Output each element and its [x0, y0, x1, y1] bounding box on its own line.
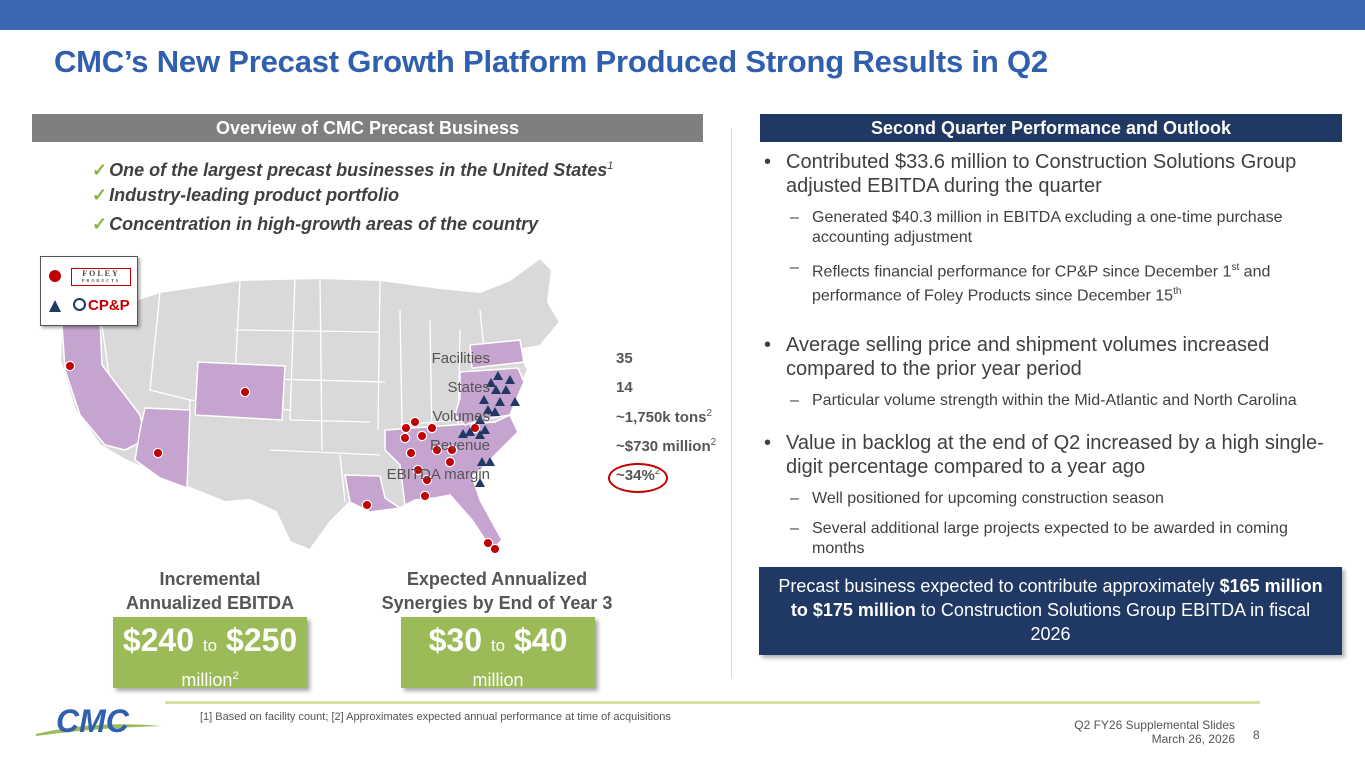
- overview-checklist: ✓ One of the largest precast businesses i…: [92, 152, 613, 239]
- foley-facility-marker: [419, 490, 431, 502]
- cpp-facility-marker: [477, 457, 487, 466]
- synergies-label: Expected Annualized Synergies by End of …: [381, 569, 613, 613]
- svg-text:CMC: CMC: [56, 703, 130, 739]
- foley-facility-marker: [421, 474, 433, 486]
- cpp-facility-marker: [475, 430, 485, 439]
- cpp-facility-marker: [458, 429, 468, 438]
- footnote: [1] Based on facility count; [2] Approxi…: [200, 711, 671, 723]
- foley-facility-marker: [239, 386, 251, 398]
- checkmark-icon: ✓: [92, 214, 108, 234]
- foley-facility-marker: [399, 432, 411, 444]
- foley-facility-marker: [446, 444, 458, 456]
- sub-bullet-item: Several additional large projects expect…: [764, 519, 1344, 559]
- bullet-item: Average selling price and shipment volum…: [764, 333, 1344, 381]
- state-louisiana: [344, 474, 403, 513]
- navy-triangle-icon: [49, 300, 61, 312]
- checklist-item: ✓ Industry-leading product portfolio: [92, 185, 400, 205]
- cpp-facility-marker: [490, 407, 500, 416]
- overview-header: Overview of CMC Precast Business: [32, 114, 703, 142]
- foley-facility-marker: [426, 422, 438, 434]
- map-legend: FOLEY PRODUCTS CP&P: [40, 256, 138, 326]
- sub-bullet-item: Particular volume strength within the Mi…: [764, 391, 1344, 411]
- performance-header: Second Quarter Performance and Outlook: [760, 114, 1342, 142]
- foley-facility-marker: [444, 456, 456, 468]
- foley-facility-marker: [431, 444, 443, 456]
- checkmark-icon: ✓: [92, 185, 108, 205]
- state-arizona: [134, 407, 191, 490]
- column-divider: [731, 128, 732, 678]
- cpp-facility-marker: [510, 397, 520, 406]
- facility-markers: [64, 360, 520, 555]
- us-facility-map: [58, 256, 562, 555]
- incremental-ebitda-box: $240 to $250 million2: [113, 617, 307, 690]
- legend-cpp: CP&P: [49, 297, 133, 319]
- cpp-facility-marker: [483, 405, 493, 414]
- cpp-facility-marker: [493, 371, 503, 380]
- foley-facility-marker: [400, 422, 412, 434]
- sub-bullet-item: Reflects financial performance for CP&P …: [764, 258, 1344, 307]
- cpp-facility-marker: [485, 457, 495, 466]
- cpp-facility-marker: [479, 395, 489, 404]
- red-dot-icon: [49, 270, 61, 282]
- checklist-item: ✓ One of the largest precast businesses i…: [92, 160, 614, 180]
- cpp-facility-marker: [505, 375, 515, 384]
- checklist-item: ✓ Concentration in high-growth areas of t…: [92, 214, 539, 234]
- outlook-callout: Precast business expected to contribute …: [759, 567, 1342, 655]
- cpp-facility-marker: [465, 427, 475, 436]
- cpp-facility-marker: [475, 415, 485, 424]
- cpp-logo: CP&P: [73, 297, 130, 314]
- foley-facility-marker: [409, 416, 421, 428]
- cpp-facility-marker: [475, 478, 485, 487]
- ebitda-highlight-circle: [608, 463, 668, 493]
- cpp-facility-marker: [495, 397, 505, 406]
- footer-rule: [165, 701, 1260, 704]
- foley-facility-marker: [482, 537, 494, 549]
- foley-facility-marker: [405, 447, 417, 459]
- cmc-logo: CMC: [36, 703, 162, 739]
- top-banner: [0, 0, 1365, 30]
- foley-facility-marker: [416, 430, 428, 442]
- highlighted-states: [61, 319, 525, 552]
- legend-foley: FOLEY PRODUCTS: [49, 266, 133, 288]
- synergies-box: $30 to $40 million: [401, 617, 595, 690]
- bullet-item: Contributed $33.6 million to Constructio…: [764, 150, 1344, 198]
- state-california: [61, 319, 146, 451]
- slide-title: CMC’s New Precast Growth Platform Produc…: [54, 44, 1048, 79]
- cpp-facility-marker: [480, 425, 490, 434]
- sub-bullet-item: Generated $40.3 million in EBITDA exclud…: [764, 208, 1344, 248]
- cpp-facility-marker: [486, 378, 496, 387]
- foley-facility-marker: [412, 464, 424, 476]
- foley-facility-marker: [64, 360, 76, 372]
- slide-info: Q2 FY26 Supplemental Slides March 26, 20…: [1074, 718, 1235, 746]
- state-pennsylvania: [469, 339, 525, 369]
- performance-bullets: Contributed $33.6 million to Constructio…: [764, 150, 1344, 559]
- foley-facility-marker: [361, 499, 373, 511]
- bullet-item: Value in backlog at the end of Q2 increa…: [764, 431, 1344, 479]
- cpp-facility-marker: [491, 385, 501, 394]
- checkmark-icon: ✓: [92, 160, 108, 180]
- foley-logo: FOLEY PRODUCTS: [71, 268, 131, 286]
- cpp-facility-marker: [501, 385, 511, 394]
- foley-facility-marker: [489, 543, 501, 555]
- incremental-ebitda-label: Incremental Annualized EBITDA: [125, 569, 294, 613]
- foley-facility-marker: [152, 447, 164, 459]
- sub-bullet-item: Well positioned for upcoming constructio…: [764, 489, 1344, 509]
- page-number: 8: [1253, 728, 1260, 742]
